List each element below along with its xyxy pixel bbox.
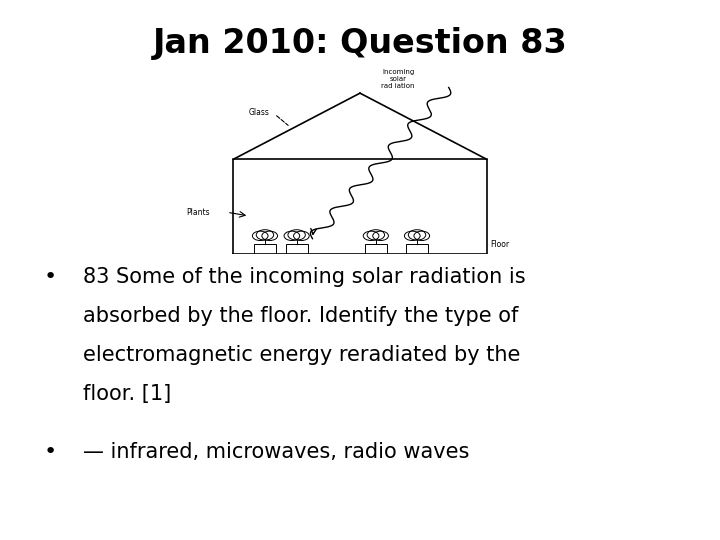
Text: Jan 2010: Question 83: Jan 2010: Question 83 xyxy=(153,27,567,60)
Text: Incoming
solar
rad iation: Incoming solar rad iation xyxy=(382,69,415,89)
Text: Floor: Floor xyxy=(490,240,509,249)
Text: 83 Some of the incoming solar radiation is: 83 Some of the incoming solar radiation … xyxy=(83,267,526,287)
Text: electromagnetic energy reradiated by the: electromagnetic energy reradiated by the xyxy=(83,345,520,365)
Text: Glass: Glass xyxy=(249,107,270,117)
Text: Plants: Plants xyxy=(186,208,210,217)
Text: absorbed by the floor. Identify the type of: absorbed by the floor. Identify the type… xyxy=(83,306,518,326)
Text: floor. [1]: floor. [1] xyxy=(83,384,171,404)
Text: •: • xyxy=(43,267,56,287)
Text: — infrared, microwaves, radio waves: — infrared, microwaves, radio waves xyxy=(83,442,469,462)
Text: •: • xyxy=(43,442,56,462)
